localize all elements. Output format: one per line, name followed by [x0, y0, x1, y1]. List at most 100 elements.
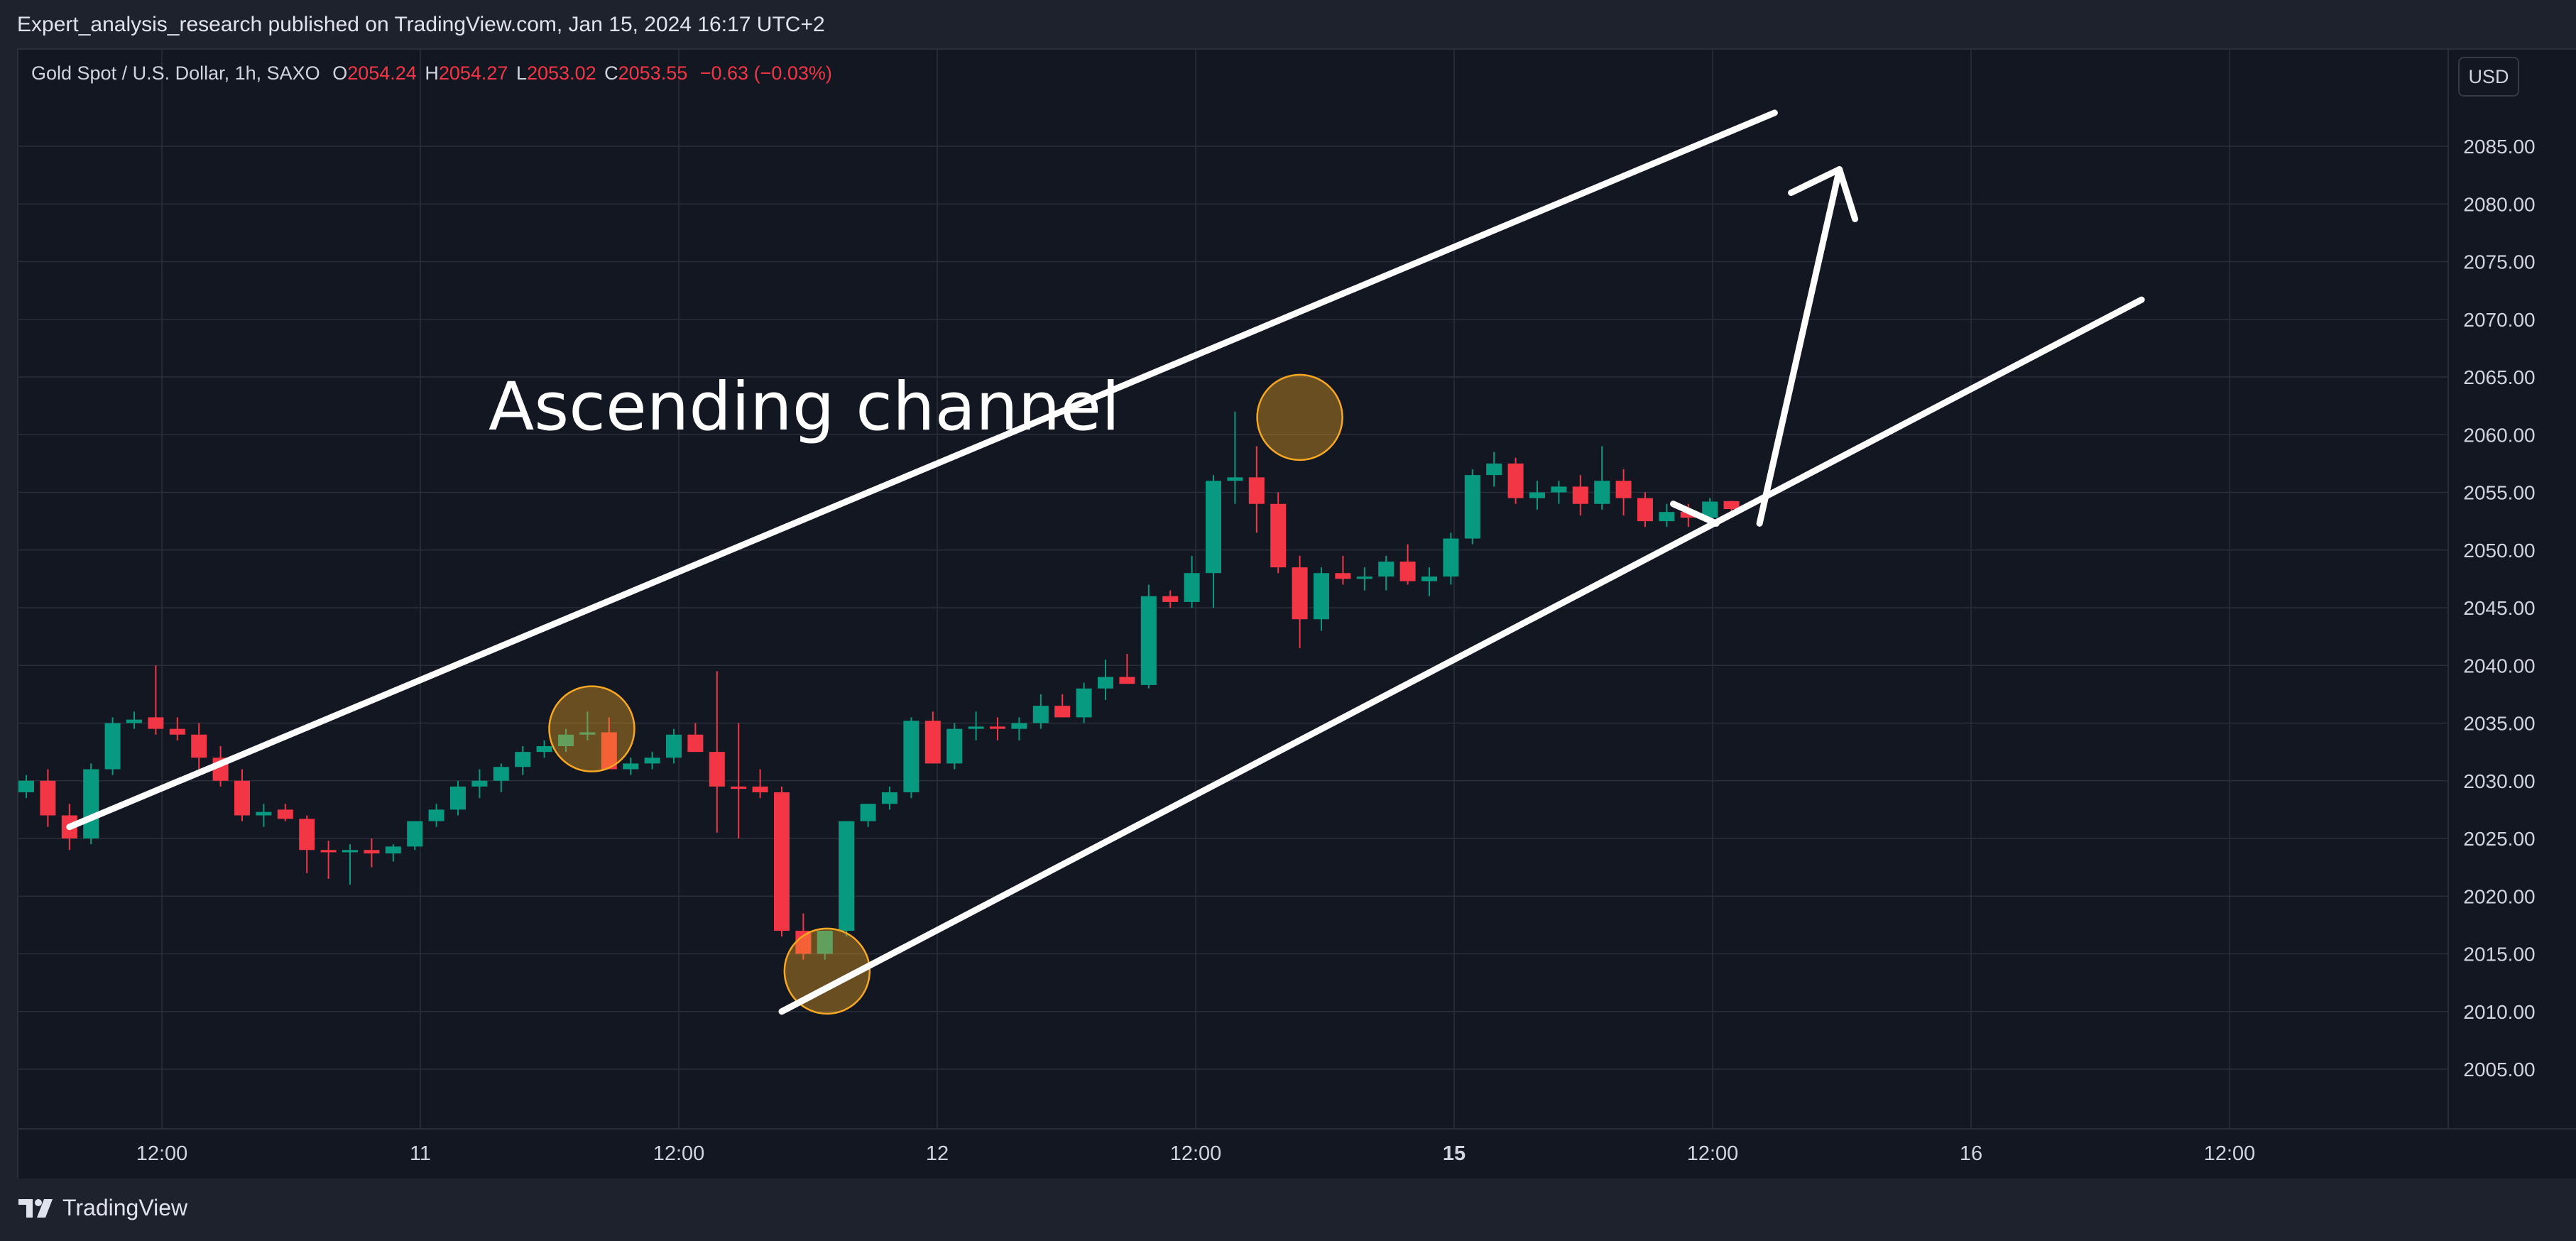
high-value: 2054.27: [438, 62, 508, 84]
candle-body: [1723, 501, 1740, 510]
price-tick-label: 2080.00: [2463, 193, 2535, 215]
time-axis[interactable]: 12:00 11 12:00 12 12:00 15 12:00 16 12:00: [136, 1142, 2256, 1165]
candle-body: [752, 786, 768, 792]
candle: [1615, 469, 1632, 515]
candle-body: [1335, 573, 1351, 579]
symbol-name[interactable]: Gold Spot / U.S. Dollar, 1h, SAXO: [31, 62, 320, 84]
candle-body: [623, 763, 639, 770]
projection-arrow-head: [1788, 166, 1859, 222]
candle-body: [1032, 706, 1049, 723]
candle: [1507, 457, 1524, 504]
candle: [839, 821, 855, 937]
price-tick-label: 2005.00: [2463, 1059, 2535, 1081]
candle: [601, 717, 617, 770]
candle: [968, 711, 984, 740]
candle-body: [1140, 596, 1157, 685]
symbol-legend: Gold Spot / U.S. Dollar, 1h, SAXO O2054.…: [31, 62, 835, 84]
candle-body: [191, 734, 207, 758]
candle-body: [104, 723, 121, 770]
candle-body: [1270, 503, 1287, 568]
candle-body: [1421, 576, 1437, 581]
price-tick-label: 2030.00: [2463, 770, 2535, 792]
candle-body: [234, 780, 250, 816]
candle: [1637, 492, 1653, 527]
time-tick-label: 12:00: [1687, 1142, 1739, 1165]
candle-body: [493, 767, 509, 781]
candle-body: [860, 804, 876, 821]
candle: [1162, 590, 1179, 608]
candle-body: [1507, 463, 1524, 498]
candle: [990, 717, 1005, 740]
candle-body: [1378, 562, 1395, 577]
channel-upper-line[interactable]: [66, 109, 1778, 831]
price-tick-label: 2015.00: [2463, 944, 2535, 966]
time-tick-label: 15: [1443, 1142, 1466, 1165]
tradingview-logo-text: TradingView: [62, 1195, 188, 1220]
candle: [709, 671, 725, 833]
candle: [320, 841, 337, 879]
change-value: −0.63 (−0.03%): [699, 62, 832, 84]
channel-lower-line[interactable]: [778, 296, 2145, 1015]
candle-body: [342, 850, 358, 853]
candle: [752, 769, 768, 799]
candle: [515, 746, 531, 775]
candle: [1011, 717, 1027, 740]
time-tick-label: 12: [926, 1142, 949, 1165]
time-tick-label: 12:00: [1170, 1142, 1222, 1165]
price-tick-label: 2025.00: [2463, 828, 2535, 850]
currency-button[interactable]: USD: [2458, 57, 2519, 97]
candle-body: [1637, 498, 1653, 522]
candle: [1529, 481, 1545, 510]
candle-body: [774, 792, 790, 931]
candle-body: [1184, 573, 1200, 602]
candle: [924, 711, 941, 764]
published-caption: Expert_analysis_research published on Tr…: [17, 13, 825, 36]
candle-body: [946, 728, 963, 764]
candle: [1032, 694, 1049, 729]
price-tick-label: 2045.00: [2463, 597, 2535, 619]
touch-point-circle: [1256, 373, 1343, 461]
price-tick-label: 2085.00: [2463, 136, 2535, 158]
price-tick-label: 2060.00: [2463, 424, 2535, 446]
footer-bar: [0, 1179, 2576, 1241]
candle: [1659, 503, 1675, 527]
candle-body: [536, 746, 552, 753]
candle-body: [644, 758, 660, 764]
candle-body: [428, 809, 444, 821]
candle-body: [924, 721, 941, 764]
candlestick-series: [18, 411, 1740, 960]
tradingview-logo[interactable]: TradingView: [17, 1195, 187, 1221]
candle: [1076, 682, 1092, 723]
projection-arrow-shaft[interactable]: [1756, 166, 1843, 527]
candle: [126, 711, 142, 729]
candle-body: [1356, 576, 1372, 579]
candle-body: [1464, 475, 1480, 539]
candle-body: [666, 734, 682, 758]
candle: [1356, 567, 1372, 591]
open-value: 2054.24: [347, 62, 417, 84]
time-tick-label: 12:00: [2204, 1142, 2256, 1165]
price-tick-label: 2010.00: [2463, 1001, 2535, 1023]
candle: [169, 717, 185, 740]
candle: [104, 717, 121, 775]
candle: [644, 752, 660, 770]
price-axis[interactable]: 2085.00 2080.00 2075.00 2070.00 2065.00 2060.…: [2463, 136, 2535, 1081]
candle-body: [471, 780, 488, 787]
candle-body: [299, 819, 315, 851]
high-label: H: [425, 62, 439, 84]
candle-body: [1594, 481, 1610, 504]
candle: [946, 723, 963, 770]
candle: [1227, 411, 1243, 504]
candle-body: [515, 752, 531, 767]
candle-body: [1054, 706, 1071, 718]
candle: [1378, 555, 1395, 591]
close-label: C: [604, 62, 618, 84]
candle-body: [1659, 512, 1675, 522]
candle: [860, 804, 876, 827]
candle: [299, 815, 315, 873]
candle: [191, 723, 207, 770]
arrow-connector-line[interactable]: [1670, 501, 1720, 527]
candle: [1443, 532, 1459, 585]
close-value: 2053.55: [618, 62, 688, 84]
